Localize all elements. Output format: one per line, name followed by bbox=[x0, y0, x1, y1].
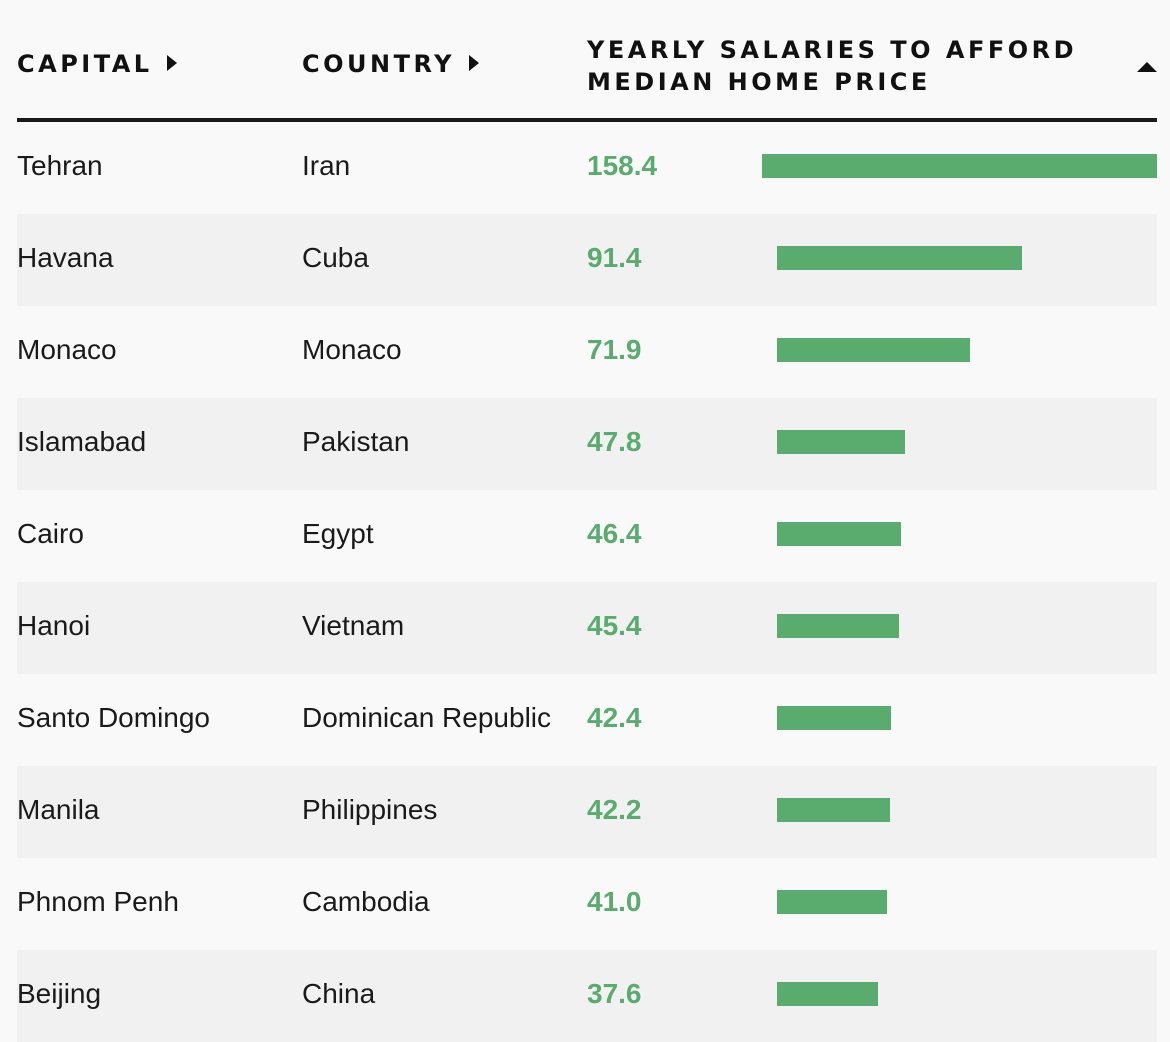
capital-cell: Santo Domingo bbox=[17, 702, 211, 733]
table-row: Phnom Penh Cambodia 41.0 bbox=[17, 858, 1157, 950]
country-cell: Monaco bbox=[302, 334, 402, 365]
country-cell: Philippines bbox=[302, 794, 438, 825]
capital-column-header[interactable]: CAPITAL bbox=[17, 50, 177, 78]
bar-cairo bbox=[777, 522, 902, 546]
data-table: CAPITAL COUNTRY YEARLY SALARIES TO AFFOR… bbox=[17, 0, 1157, 1042]
capital-header-label: CAPITAL bbox=[17, 50, 153, 78]
table-header: CAPITAL COUNTRY YEARLY SALARIES TO AFFOR… bbox=[17, 0, 1157, 122]
sort-arrow-icon bbox=[469, 55, 480, 71]
value-label: 46.4 bbox=[587, 518, 642, 549]
capital-cell: Havana bbox=[17, 242, 114, 273]
value-label: 158.4 bbox=[587, 150, 658, 181]
table-row: Santo Domingo Dominican Republic 42.4 bbox=[17, 674, 1157, 766]
value-label: 45.4 bbox=[587, 610, 642, 641]
country-cell: Pakistan bbox=[302, 426, 410, 457]
value-label: 47.8 bbox=[587, 426, 642, 457]
capital-cell: Monaco bbox=[17, 334, 117, 365]
sort-ascending-icon[interactable] bbox=[1137, 62, 1157, 72]
country-cell: Vietnam bbox=[302, 610, 405, 641]
country-cell: Cuba bbox=[302, 242, 369, 273]
value-label: 91.4 bbox=[587, 242, 642, 273]
bar-tehran bbox=[762, 154, 1157, 178]
table-row: Manila Philippines 42.2 bbox=[17, 766, 1157, 858]
capital-cell: Islamabad bbox=[17, 426, 147, 457]
table-row: Islamabad Pakistan 47.8 bbox=[17, 398, 1157, 490]
bar-monaco bbox=[777, 338, 970, 362]
country-cell: Iran bbox=[302, 150, 351, 181]
salary-header-line2: MEDIAN HOME PRICE bbox=[587, 68, 931, 96]
table-row: Beijing China 37.6 bbox=[17, 950, 1157, 1042]
capital-cell: Manila bbox=[17, 794, 100, 825]
table-body: Tehran Iran 158.4 Havana Cuba 91.4 Monaco Monac… bbox=[17, 122, 1157, 1042]
country-cell: Dominican Republic bbox=[302, 702, 552, 733]
table-row: Tehran Iran 158.4 bbox=[17, 122, 1157, 214]
table-row: Hanoi Vietnam 45.4 bbox=[17, 582, 1157, 674]
bar-manila bbox=[777, 798, 891, 822]
country-cell: China bbox=[302, 978, 376, 1009]
country-cell: Egypt bbox=[302, 518, 374, 549]
bar-islamabad bbox=[777, 430, 906, 454]
table-row: Cairo Egypt 46.4 bbox=[17, 490, 1157, 582]
table-row: Monaco Monaco 71.9 bbox=[17, 306, 1157, 398]
capital-cell: Beijing bbox=[17, 978, 102, 1009]
bar-phnom-penh bbox=[777, 890, 887, 914]
sort-arrow-icon bbox=[166, 55, 177, 71]
capital-cell: Phnom Penh bbox=[17, 886, 179, 917]
value-label: 37.6 bbox=[587, 978, 642, 1009]
bar-santo-domingo bbox=[777, 706, 891, 730]
country-column-header[interactable]: COUNTRY bbox=[302, 50, 480, 78]
value-label: 42.4 bbox=[587, 702, 642, 733]
country-cell: Cambodia bbox=[302, 886, 430, 917]
value-label: 71.9 bbox=[587, 334, 642, 365]
value-label: 41.0 bbox=[587, 886, 642, 917]
bar-beijing bbox=[777, 982, 878, 1006]
country-header-label: COUNTRY bbox=[302, 50, 456, 78]
salary-header-line1: YEARLY SALARIES TO AFFORD bbox=[587, 36, 1078, 64]
salary-column-header[interactable]: YEARLY SALARIES TO AFFORD MEDIAN HOME PR… bbox=[587, 34, 1087, 98]
bar-hanoi bbox=[777, 614, 899, 638]
capital-cell: Hanoi bbox=[17, 610, 91, 641]
value-label: 42.2 bbox=[587, 794, 642, 825]
capital-cell: Cairo bbox=[17, 518, 84, 549]
table-row: Havana Cuba 91.4 bbox=[17, 214, 1157, 306]
bar-havana bbox=[777, 246, 1022, 270]
capital-cell: Tehran bbox=[17, 150, 103, 181]
